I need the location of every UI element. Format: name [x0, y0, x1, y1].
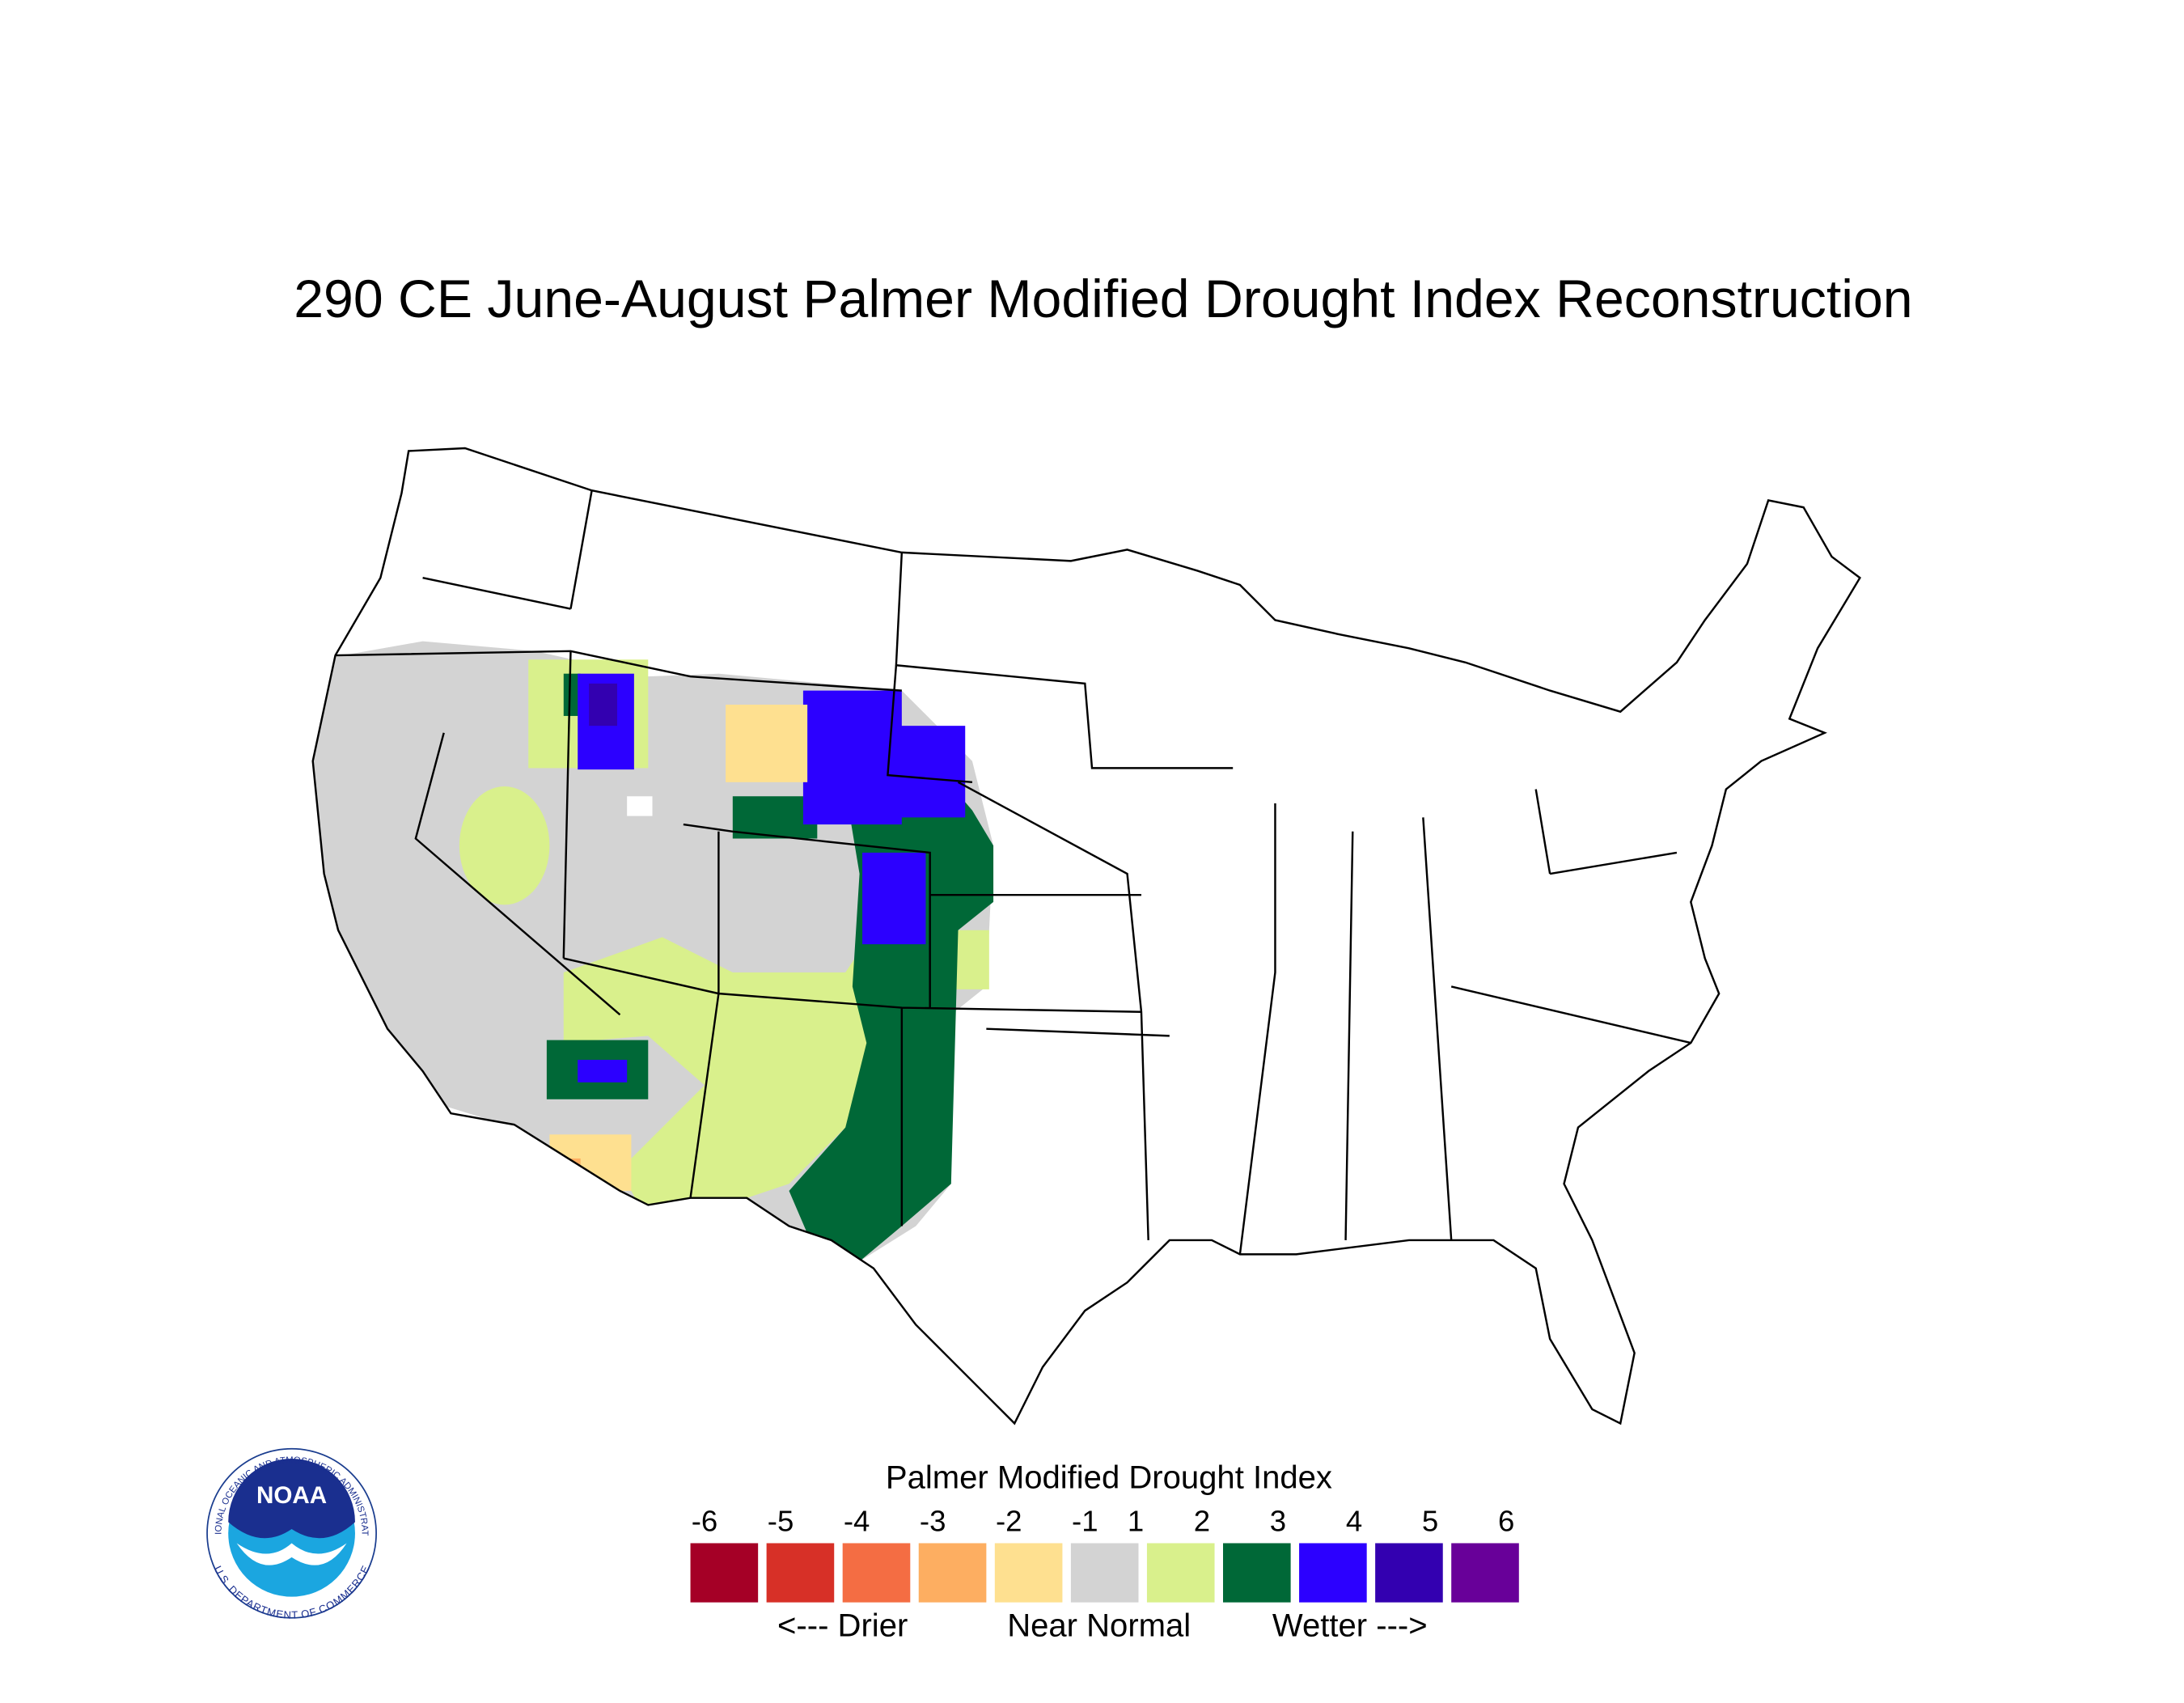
very-wet-area: [563, 673, 581, 716]
logo-bird: [236, 1543, 347, 1565]
dry-area: [726, 705, 808, 782]
legend: Palmer Modified Drought Index -6 -5 -4 -3 -2…: [690, 1460, 1519, 1644]
legend-swatch: [842, 1543, 911, 1603]
legend-tick-label: 5: [1422, 1505, 1438, 1538]
legend-caption: <--- Drier: [777, 1608, 908, 1644]
legend-swatch: [766, 1543, 835, 1603]
wetter-area: [862, 852, 926, 945]
wet-area: [459, 786, 550, 905]
legend-swatch: [1146, 1543, 1215, 1603]
legend-swatch: [1375, 1543, 1443, 1603]
legend-swatch: [918, 1543, 987, 1603]
legend-caption: Near Normal: [1007, 1608, 1191, 1644]
state-borders: [311, 447, 1861, 1425]
legend-swatch: [1070, 1543, 1139, 1603]
legend-title: Palmer Modified Drought Index: [886, 1460, 1332, 1496]
legend-swatch: [1299, 1543, 1367, 1603]
legend-tick-label: -5: [768, 1505, 794, 1538]
state-line: [335, 490, 1691, 1255]
wettest-area: [589, 683, 617, 727]
legend-swatch: [994, 1543, 1063, 1603]
legend-swatch: [1223, 1543, 1291, 1603]
legend-tick-label: -6: [692, 1505, 718, 1538]
logo-top: [228, 1458, 355, 1539]
legend-swatch: [690, 1543, 759, 1603]
no-data-area: [627, 796, 653, 816]
drought-field: [312, 641, 994, 1262]
dry-area: [549, 1134, 632, 1191]
legend-tick-label: 1: [1128, 1505, 1144, 1538]
legend-caption: Wetter --->: [1272, 1608, 1428, 1644]
very-wet-area: [789, 760, 994, 1262]
legend-tick-label: -1: [1072, 1505, 1098, 1538]
legend-tick-label: 4: [1346, 1505, 1362, 1538]
logo-name: NOAA: [256, 1482, 327, 1509]
legend-tick-label: 3: [1270, 1505, 1286, 1538]
wetter-area: [578, 1059, 628, 1082]
wetter-area: [802, 690, 902, 825]
legend-tick-label: -3: [920, 1505, 946, 1538]
legend-tick-label: 2: [1194, 1505, 1210, 1538]
legend-tick-label: 6: [1498, 1505, 1514, 1538]
map-title: 290 CE June-August Palmer Modified Droug…: [294, 269, 1912, 329]
wetter-area: [887, 726, 966, 818]
legend-swatch: [1451, 1543, 1519, 1603]
legend-tick-label: -2: [996, 1505, 1022, 1538]
legend-tick-label: -4: [844, 1505, 870, 1538]
